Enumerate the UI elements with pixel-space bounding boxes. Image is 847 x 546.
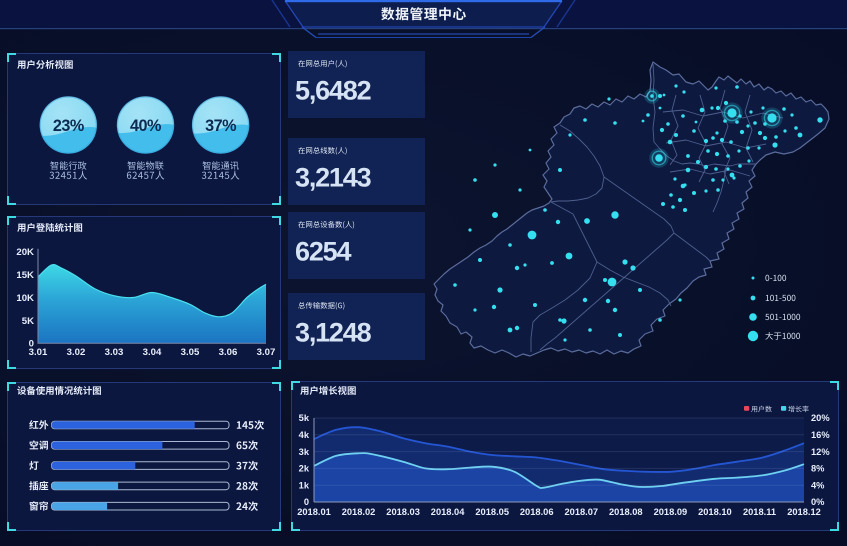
svg-text:4%: 4%	[811, 480, 825, 490]
svg-text:16%: 16%	[811, 430, 830, 440]
svg-text:3.02: 3.02	[67, 347, 86, 358]
svg-text:2018.12: 2018.12	[787, 507, 821, 517]
svg-text:3,2143: 3,2143	[295, 163, 372, 193]
svg-text:2018.09: 2018.09	[654, 507, 688, 517]
svg-text:2018.10: 2018.10	[698, 507, 732, 517]
svg-text:8%: 8%	[811, 464, 825, 474]
svg-text:3.04: 3.04	[143, 347, 162, 358]
svg-text:2018.03: 2018.03	[386, 507, 420, 517]
svg-text:2018.07: 2018.07	[564, 507, 598, 517]
svg-text:3.06: 3.06	[219, 347, 238, 358]
svg-text:6254: 6254	[295, 237, 351, 267]
svg-text:0: 0	[304, 497, 309, 507]
svg-text:5,6482: 5,6482	[295, 76, 371, 106]
svg-text:10K: 10K	[16, 293, 34, 304]
svg-text:20K: 20K	[16, 247, 34, 258]
svg-text:15K: 15K	[16, 270, 34, 281]
svg-text:2k: 2k	[299, 464, 310, 474]
svg-text:12%: 12%	[811, 447, 830, 457]
svg-text:2018.06: 2018.06	[520, 507, 554, 517]
svg-text:2018.11: 2018.11	[743, 507, 776, 517]
svg-text:23%: 23%	[53, 117, 84, 135]
svg-text:37%: 37%	[205, 117, 236, 135]
svg-text:5k: 5k	[299, 413, 310, 423]
svg-text:40%: 40%	[130, 117, 161, 135]
svg-text:2018.08: 2018.08	[609, 507, 643, 517]
svg-text:3k: 3k	[299, 447, 310, 457]
svg-text:3,1248: 3,1248	[295, 318, 372, 348]
svg-text:2018.04: 2018.04	[431, 507, 465, 517]
svg-text:5K: 5K	[22, 316, 34, 327]
svg-text:20%: 20%	[811, 413, 830, 423]
svg-text:2018.05: 2018.05	[475, 507, 509, 517]
svg-text:0%: 0%	[811, 497, 825, 507]
svg-text:3.03: 3.03	[105, 347, 124, 358]
svg-text:3.05: 3.05	[181, 347, 200, 358]
svg-text:2018.01: 2018.01	[297, 507, 331, 517]
svg-text:0: 0	[29, 339, 34, 350]
svg-text:1k: 1k	[299, 480, 310, 490]
svg-text:2018.02: 2018.02	[342, 507, 376, 517]
svg-text:4k: 4k	[299, 430, 310, 440]
svg-text:3.01: 3.01	[29, 347, 48, 358]
svg-text:3.07: 3.07	[257, 347, 276, 358]
